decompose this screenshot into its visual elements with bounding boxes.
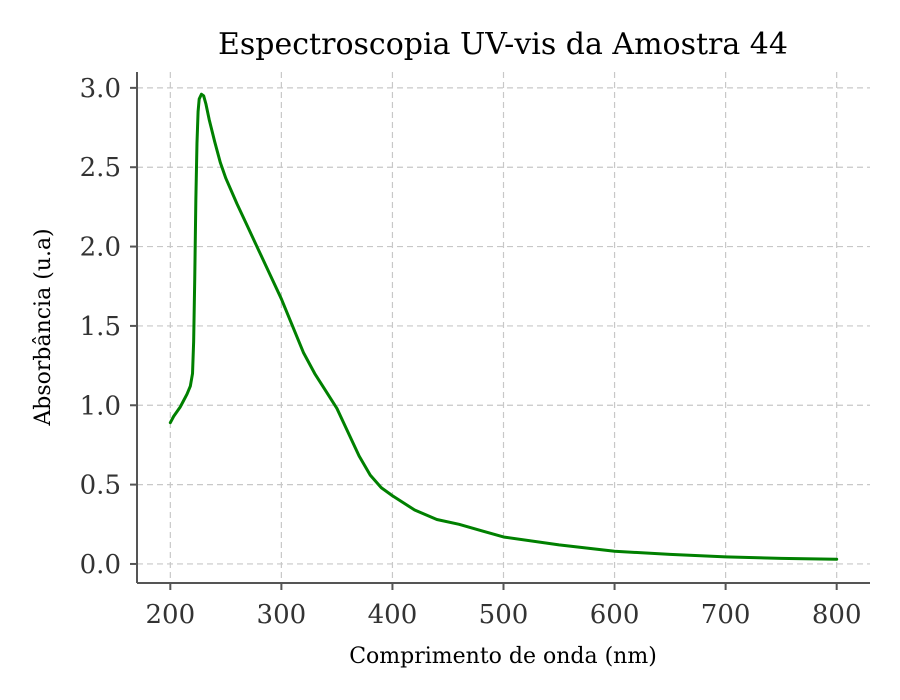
y-tick-label: 0.5 (80, 471, 121, 501)
y-tick-label: 2.0 (80, 233, 121, 263)
y-tick-label: 1.0 (80, 391, 121, 421)
x-axis-label: Comprimento de onda (nm) (349, 644, 657, 669)
absorbance-line (168, 92, 839, 561)
y-tick-label: 3.0 (80, 74, 121, 104)
x-tick-label: 300 (257, 600, 307, 630)
series-layer (168, 92, 839, 561)
y-tick-label: 0.0 (80, 550, 121, 580)
x-axis-ticks: 200 300 400 500 600 700 800 (145, 583, 862, 630)
y-tick-label: 1.5 (80, 312, 121, 342)
x-tick-label: 600 (590, 600, 640, 630)
y-tick-label: 2.5 (80, 153, 121, 183)
x-tick-label: 500 (479, 600, 529, 630)
y-axis-ticks: 0.0 0.5 1.0 1.5 2.0 2.5 3.0 (80, 74, 137, 580)
x-tick-label: 800 (812, 600, 862, 630)
x-tick-label: 700 (701, 600, 751, 630)
chart-title: Espectroscopia UV-vis da Amostra 44 (218, 27, 788, 62)
x-tick-label: 400 (368, 600, 418, 630)
grid (137, 72, 870, 583)
x-tick-label: 200 (145, 600, 195, 630)
y-axis-label: Absorbância (u.a) (31, 228, 56, 426)
